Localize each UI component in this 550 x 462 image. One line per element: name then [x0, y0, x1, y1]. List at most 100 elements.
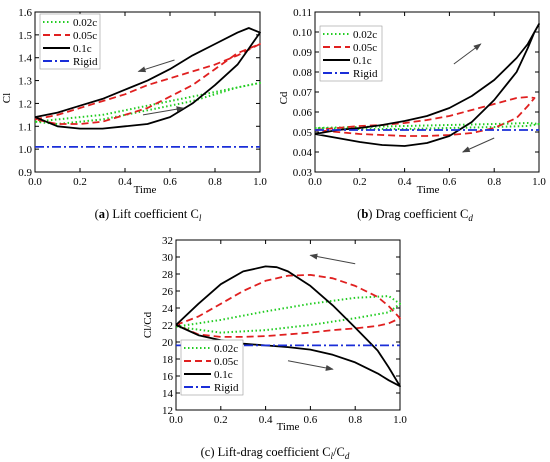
series-line-002c [175, 295, 401, 334]
y-ticks: 12 14 16 18 20 22 24 26 28 30 32 [162, 235, 400, 417]
legend-label: 0.1c [214, 369, 233, 381]
y-tick-label: 0.05 [293, 127, 313, 139]
direction-arrow [142, 106, 185, 116]
y-tick-label: 0.03 [293, 167, 313, 179]
x-tick-label: 0.0 [308, 176, 322, 188]
x-tick-label: 1.0 [253, 176, 267, 188]
x-tick-label: 1.0 [532, 176, 546, 188]
y-tick-label: 20 [162, 337, 174, 349]
y-tick-label: 32 [162, 235, 173, 247]
legend-label: 0.05c [73, 30, 97, 42]
y-tick-label: 1.5 [18, 30, 32, 42]
series-line-005c [34, 43, 261, 125]
direction-arrow [309, 253, 356, 265]
annotation-arrows [287, 253, 356, 371]
y-tick-label: 0.9 [18, 167, 32, 179]
y-tick-label: 1.3 [18, 76, 32, 88]
panel-caption: (c) Lift-drag coefficient Cl/Cd [201, 445, 350, 461]
x-tick-label: 0.0 [28, 176, 42, 188]
x-axis-label: Time [134, 184, 157, 196]
y-tick-label: 1.6 [18, 7, 32, 19]
x-tick-label: 0.6 [163, 176, 177, 188]
x-axis-label: Time [277, 421, 300, 433]
panel-caption: (b) Drag coefficient Cd [357, 207, 473, 223]
series-line-005c [175, 274, 401, 338]
panel-lift-drag-coefficient: 12 14 16 18 20 22 24 26 28 30 32 0.0 0.2 0.4 0.6 0.8 1.… [142, 235, 407, 461]
y-tick-label: 0.07 [293, 87, 313, 99]
x-tick-label: 0.6 [304, 414, 318, 426]
x-tick-label: 0.8 [208, 176, 222, 188]
annotation-arrows [453, 43, 495, 153]
legend-box [319, 25, 383, 82]
series-lines [314, 23, 540, 147]
legend-label: 0.02c [214, 343, 238, 355]
series-line-01c [34, 27, 261, 130]
panel-drag-coefficient: 0.03 0.04 0.05 0.06 0.07 0.08 0.09 0.10 0.11 0.0… [278, 7, 546, 223]
y-tick-label: 0.10 [293, 27, 313, 39]
legend-box [39, 13, 101, 70]
y-axis-label: Cl/Cd [142, 311, 154, 338]
x-axis-label: Time [417, 184, 440, 196]
x-tick-label: 0.4 [398, 176, 412, 188]
legend-box [180, 339, 244, 396]
legend-label: 0.02c [73, 17, 97, 29]
y-tick-label: 0.04 [293, 147, 313, 159]
y-tick-label: 1.1 [18, 121, 32, 133]
x-tick-label: 0.8 [487, 176, 501, 188]
y-tick-label: 1.4 [18, 53, 32, 65]
series-line-01c [314, 23, 540, 147]
legend-label: Rigid [353, 68, 378, 80]
x-tick-label: 0.2 [214, 414, 228, 426]
x-tick-label: 0.6 [443, 176, 457, 188]
y-tick-label: 0.08 [293, 67, 313, 79]
series-line-005c [314, 96, 536, 137]
direction-arrow [461, 137, 495, 153]
x-tick-label: 0.2 [73, 176, 87, 188]
y-tick-label: 30 [162, 252, 174, 264]
x-tick-label: 0.0 [169, 414, 183, 426]
legend-label: Rigid [73, 56, 98, 68]
y-tick-label: 0.06 [293, 107, 313, 119]
y-tick-label: 12 [162, 405, 173, 417]
panel-lift-coefficient: 0.9 1.0 1.1 1.2 1.3 1.4 1.5 1.6 0.0 0.2 0.4 0.6 0.8… [1, 7, 267, 223]
legend-label: 0.05c [353, 42, 377, 54]
y-tick-label: 0.11 [293, 7, 312, 19]
legend-label: 0.05c [214, 356, 238, 368]
legend-label: 0.1c [353, 55, 372, 67]
legend-label: Rigid [214, 382, 239, 394]
x-tick-label: 1.0 [393, 414, 407, 426]
series-line-002c [314, 122, 540, 130]
series-line-002c [34, 81, 261, 125]
direction-arrow [287, 360, 334, 371]
legend-label: 0.1c [73, 43, 92, 55]
x-tick-label: 0.8 [348, 414, 362, 426]
y-axis-label: Cd [278, 91, 290, 104]
y-tick-label: 1.2 [18, 98, 32, 110]
y-tick-label: 28 [162, 269, 174, 281]
panel-caption: (a) Lift coefficient Cl [95, 207, 202, 223]
y-tick-label: 14 [162, 388, 174, 400]
y-tick-label: 24 [162, 303, 174, 315]
y-tick-label: 22 [162, 320, 173, 332]
y-ticks: 0.03 0.04 0.05 0.06 0.07 0.08 0.09 0.10 0.11 [293, 7, 539, 179]
x-tick-label: 0.4 [259, 414, 273, 426]
y-tick-label: 26 [162, 286, 174, 298]
legend-label: 0.02c [353, 29, 377, 41]
x-ticks: 0.0 0.2 0.4 0.6 0.8 1.0 [308, 12, 546, 188]
y-tick-label: 18 [162, 354, 174, 366]
y-tick-label: 16 [162, 371, 174, 383]
annotation-arrows [137, 59, 185, 116]
y-axis-label: Cl [1, 93, 13, 103]
direction-arrow [453, 43, 482, 65]
y-tick-label: 1.0 [18, 144, 32, 156]
y-ticks: 0.9 1.0 1.1 1.2 1.3 1.4 1.5 1.6 [18, 7, 260, 179]
series-lines [34, 27, 261, 148]
x-ticks: 0.0 0.2 0.4 0.6 0.8 1.0 [169, 240, 407, 426]
x-tick-label: 0.2 [353, 176, 367, 188]
x-tick-label: 0.4 [118, 176, 132, 188]
y-tick-label: 0.09 [293, 47, 313, 59]
